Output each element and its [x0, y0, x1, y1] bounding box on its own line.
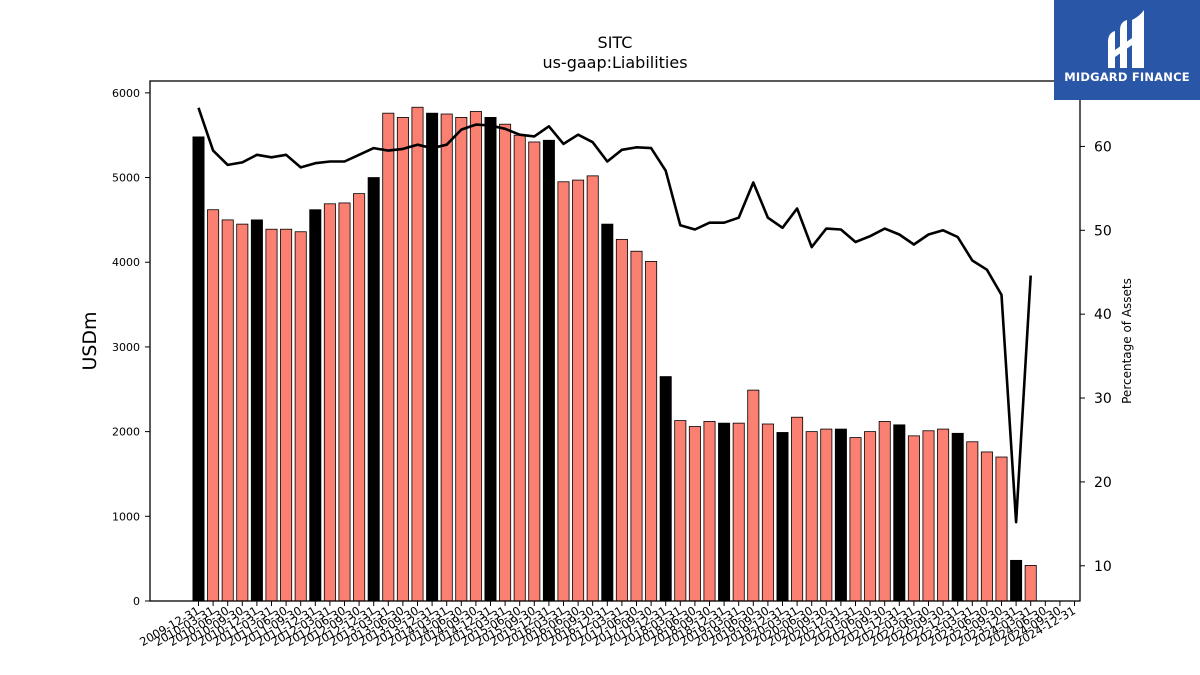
bar	[250, 219, 263, 602]
bar	[849, 437, 862, 602]
chart-subtitle: us-gaap:Liabilities	[542, 53, 687, 72]
bar	[615, 238, 628, 602]
bar	[878, 421, 891, 602]
bar	[382, 112, 395, 602]
y-tick-label: 5000	[112, 172, 140, 185]
bar	[280, 228, 293, 602]
bar	[645, 260, 658, 602]
bar	[922, 430, 935, 602]
bar	[513, 134, 526, 602]
bar	[980, 451, 993, 602]
bar	[703, 421, 716, 602]
y2-tick-label: 20	[1094, 475, 1112, 491]
bar	[732, 422, 745, 602]
bar	[323, 203, 336, 602]
bar	[630, 250, 643, 602]
bar	[367, 177, 380, 602]
y2-tick-label: 50	[1094, 223, 1112, 239]
bar	[207, 209, 220, 602]
bar	[688, 426, 701, 602]
bar	[469, 111, 482, 602]
bar	[776, 432, 789, 602]
bar	[440, 113, 453, 602]
bar	[221, 219, 234, 602]
y-tick-label: 3000	[112, 341, 140, 354]
percentage-line	[197, 107, 1032, 524]
bar	[528, 141, 541, 602]
bar-layer	[192, 106, 1037, 602]
bar	[499, 123, 512, 602]
y2-axis-label: Percentage of Assets	[1120, 278, 1134, 404]
x-axis-ticks: 2009-12-312010-03-312010-06-302010-09-30…	[137, 601, 1078, 649]
y-tick-label: 1000	[112, 510, 140, 523]
bar	[426, 112, 439, 602]
bar	[1010, 559, 1023, 602]
bar	[761, 423, 774, 602]
bar	[820, 428, 833, 602]
line-layer	[197, 107, 1032, 524]
bar	[718, 422, 731, 602]
y-tick-label: 6000	[112, 87, 140, 100]
bar	[966, 441, 979, 602]
bar	[192, 136, 205, 602]
bar	[338, 202, 351, 602]
y-tick-label: 0	[133, 595, 140, 608]
brand-logo: MIDGARD FINANCE	[1054, 0, 1200, 100]
y2-tick-label: 10	[1094, 559, 1112, 575]
bar	[674, 420, 687, 602]
bar	[864, 431, 877, 602]
bar	[791, 416, 804, 602]
y-axis-label: USDm	[79, 311, 101, 370]
bar	[353, 193, 366, 602]
bar	[236, 223, 249, 602]
bar	[586, 175, 599, 602]
bar	[601, 223, 614, 602]
bar	[951, 432, 964, 602]
y-axis-ticks: 0 1000 2000 3000 4000 5000 6000	[112, 87, 150, 608]
y2-tick-label: 40	[1094, 307, 1112, 323]
bar	[659, 376, 672, 602]
bar	[557, 181, 570, 602]
bar	[893, 424, 906, 602]
bar	[995, 456, 1008, 602]
bar	[542, 139, 555, 602]
bar	[572, 179, 585, 602]
bar	[396, 117, 409, 602]
bar	[309, 209, 322, 602]
bar	[484, 117, 497, 602]
bar	[834, 428, 847, 602]
plot-frame	[149, 80, 1081, 602]
y-tick-label: 2000	[112, 426, 140, 439]
y2-tick-label: 30	[1094, 391, 1112, 407]
bar	[805, 431, 818, 602]
bar	[907, 435, 920, 602]
bar	[937, 428, 950, 602]
midgard-logo-icon	[1108, 10, 1144, 68]
bar	[747, 389, 760, 602]
bar	[455, 117, 468, 602]
chart-title: SITC	[598, 33, 633, 52]
bar	[411, 106, 424, 602]
y-tick-label: 4000	[112, 256, 140, 269]
y2-tick-label: 60	[1094, 139, 1112, 155]
bar	[265, 228, 278, 602]
brand-name: MIDGARD FINANCE	[1064, 70, 1190, 84]
bar	[1024, 565, 1037, 602]
bar	[294, 231, 307, 602]
y2-axis-ticks: 10 20 30 40 50 60	[1080, 139, 1112, 575]
